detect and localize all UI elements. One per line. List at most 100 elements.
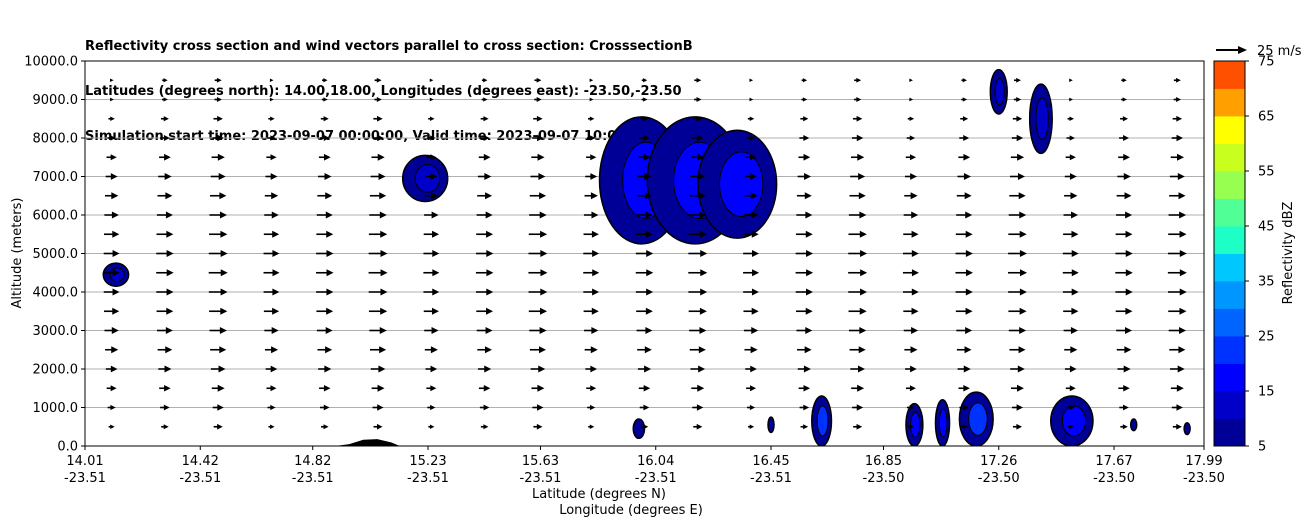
wind-vector-head [163, 78, 168, 83]
wind-vector [532, 134, 544, 142]
wind-vector-head [644, 192, 652, 200]
wind-vector [210, 365, 226, 373]
wind-vector [688, 250, 708, 257]
wind-vector [850, 173, 866, 180]
wind-vector [530, 173, 546, 180]
wind-vector-head [110, 385, 117, 392]
wind-vector-head [271, 346, 279, 354]
wind-vector-head [380, 269, 388, 277]
wind-vector-head [486, 250, 494, 257]
wind-vector [210, 346, 227, 354]
wind-vector [477, 346, 492, 354]
wind-vector-head [1123, 384, 1130, 392]
wind-vector [1171, 134, 1184, 142]
wind-vector [316, 269, 334, 277]
wind-vector [586, 385, 597, 392]
wind-vector [909, 78, 913, 83]
wind-vector-head [1179, 327, 1187, 334]
wind-vector [478, 153, 491, 161]
wind-vector-head [430, 154, 437, 161]
wind-vector [955, 230, 973, 238]
wind-vector [480, 424, 489, 430]
wind-vector [529, 346, 546, 354]
wind-vector-head [486, 230, 494, 238]
wind-vector [424, 192, 439, 200]
wind-vector-head [751, 211, 759, 219]
wind-vector-head [325, 192, 333, 200]
wind-vector-head [270, 424, 275, 429]
wind-vector [158, 365, 172, 373]
wind-vector-head [485, 211, 493, 219]
wind-vector [106, 154, 117, 161]
wind-vector [371, 153, 385, 161]
wind-vector [848, 211, 867, 219]
wind-vector [904, 192, 918, 200]
wind-vector [476, 230, 494, 238]
wind-vector-head [163, 424, 169, 430]
wind-vector [528, 250, 548, 257]
wind-vector-head [911, 230, 919, 238]
wind-vector [103, 288, 120, 296]
wind-vector-head [696, 134, 704, 142]
wind-vector-head [963, 384, 970, 392]
wind-vector-head [166, 250, 174, 257]
wind-vector [479, 135, 490, 141]
wind-vector [692, 404, 704, 411]
wind-vector-head [323, 404, 330, 411]
wind-vector [533, 423, 543, 430]
wind-vector [905, 154, 917, 161]
wind-vector-head [1018, 346, 1026, 354]
wind-vector-head [377, 404, 384, 411]
wind-vector [635, 269, 654, 277]
wind-vector [209, 307, 228, 315]
wind-vector-head [379, 211, 387, 219]
wind-vector-head [911, 269, 919, 277]
terrain [335, 439, 400, 446]
x-tick-label-lat: 14.42 [182, 454, 219, 469]
wind-vector-head [590, 192, 598, 200]
wind-vector [208, 269, 228, 277]
wind-vector-head [700, 269, 708, 277]
wind-vector-head [643, 116, 649, 122]
wind-vector-head [750, 154, 757, 161]
colorbar-tick-label: 65 [1258, 110, 1275, 125]
wind-vector [156, 288, 174, 296]
wind-vector [1011, 134, 1024, 142]
wind-vector [317, 346, 333, 354]
wind-vector [104, 307, 120, 315]
wind-vector-head [217, 153, 225, 161]
wind-vector [369, 211, 387, 219]
wind-vector-head [163, 404, 170, 411]
wind-vector-head [806, 288, 814, 296]
wind-vector-head [483, 135, 490, 141]
wind-vector [159, 135, 170, 141]
reflectivity-contours [102, 68, 1191, 446]
wind-vector [265, 173, 278, 180]
wind-vector [688, 230, 707, 238]
wind-vector [1011, 404, 1024, 411]
wind-vector [528, 288, 548, 296]
wind-vector-head [1122, 78, 1127, 83]
wind-vector-head [909, 135, 916, 141]
wind-vector [850, 365, 865, 373]
wind-vector-head [166, 230, 174, 238]
wind-vector-head [376, 97, 382, 102]
wind-vector [214, 77, 222, 83]
wind-vector-head [965, 230, 973, 238]
wind-vector-head [380, 230, 388, 238]
wind-vector [588, 424, 595, 429]
wind-vector-head [379, 192, 387, 200]
wind-vector-head [644, 346, 652, 354]
wind-vector-head [429, 424, 435, 429]
wind-vector [795, 269, 814, 277]
wind-vector-head [380, 250, 388, 257]
wind-vector-head [112, 288, 120, 296]
wind-vector-head [697, 153, 705, 161]
wind-vector [105, 365, 118, 373]
wind-vector [848, 269, 868, 277]
wind-vector-head [1019, 327, 1027, 334]
wind-vector [105, 346, 119, 354]
wind-vector-head [111, 327, 119, 334]
wind-vector-head [540, 307, 548, 315]
